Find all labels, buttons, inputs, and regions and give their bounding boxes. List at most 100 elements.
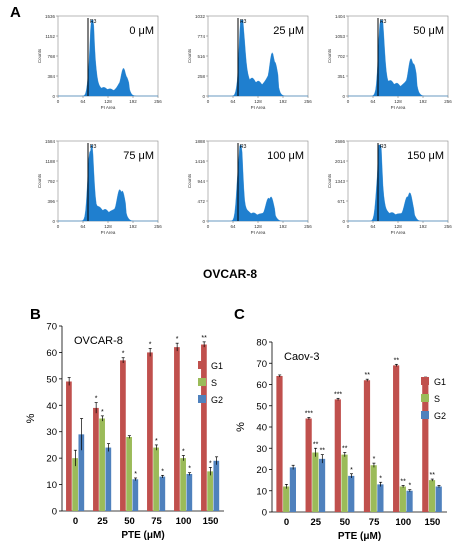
x-tick-label: 256 xyxy=(444,99,452,104)
histogram-fill xyxy=(348,19,448,97)
x-tick-label: 0 xyxy=(347,99,350,104)
x-tick-label: 0 xyxy=(57,224,60,229)
legend-swatch xyxy=(421,394,429,402)
bar xyxy=(422,378,429,512)
y-axis-label: % xyxy=(235,422,247,432)
y-tick-label: 50 xyxy=(256,401,267,412)
y-tick-label: 258 xyxy=(197,74,205,79)
histogram-caption: OVCAR-8 xyxy=(202,267,257,281)
x-tick-label: 50 xyxy=(124,516,135,527)
bar xyxy=(126,437,132,511)
y-tick-label: 10 xyxy=(46,480,57,491)
bar xyxy=(348,475,355,512)
y-tick-label: 0 xyxy=(342,219,345,224)
x-tick-label: 64 xyxy=(230,224,236,229)
significance-mark: ** xyxy=(342,446,348,453)
histogram-panel: 0 258 516 774 1032 0 64 128 192 256 PI Area Counts R… xyxy=(180,10,312,120)
y-tick-label: 944 xyxy=(197,179,205,184)
histogram-panel: 0 396 792 1188 1584 0 64 128 192 256 PI Area Counts… xyxy=(30,135,162,245)
legend-label: G1 xyxy=(434,377,446,387)
y-axis-label: Counts xyxy=(327,48,332,63)
significance-mark: * xyxy=(350,467,353,474)
y-tick-label: 774 xyxy=(197,34,205,39)
y-axis-label: Counts xyxy=(37,48,42,63)
significance-mark: ** xyxy=(313,441,319,448)
gate-label: R3 xyxy=(380,19,387,25)
bar xyxy=(180,458,186,511)
y-tick-label: 472 xyxy=(197,199,205,204)
x-tick-label: 0 xyxy=(347,224,350,229)
y-tick-label: 40 xyxy=(256,423,267,434)
y-tick-label: 1536 xyxy=(45,14,56,19)
gate-label: R3 xyxy=(380,144,387,150)
histogram-panel: 0 472 944 1416 1888 0 64 128 192 256 PI Area Counts… xyxy=(180,135,312,245)
x-tick-label: 128 xyxy=(254,99,262,104)
y-tick-label: 351 xyxy=(337,74,345,79)
y-tick-label: 0 xyxy=(52,507,57,518)
panel-label-a: A xyxy=(10,4,21,21)
x-tick-label: 128 xyxy=(394,99,402,104)
histogram-svg: 0 396 792 1188 1584 0 64 128 192 256 PI Area Counts… xyxy=(37,139,162,235)
x-tick-label: 192 xyxy=(279,99,287,104)
y-axis-label: Counts xyxy=(187,173,192,188)
significance-mark: * xyxy=(176,336,179,343)
bar xyxy=(213,460,220,511)
y-tick-label: 40 xyxy=(46,401,57,412)
y-tick-label: 70 xyxy=(46,322,57,333)
histogram-panel: 0 351 702 1053 1404 0 64 128 192 256 PI Area Counts… xyxy=(320,10,452,120)
x-tick-label: 64 xyxy=(230,99,236,104)
bar xyxy=(312,452,319,512)
y-tick-label: 60 xyxy=(256,380,267,391)
bar xyxy=(363,380,371,512)
bar-chart-ovcar8: 0 10 20 30 40 50 60 70% 0 25 * * 50 * * 75 * * * 100 * * * 150 *… xyxy=(20,320,230,550)
histogram-svg: 0 472 944 1416 1888 0 64 128 192 256 PI Area Counts… xyxy=(187,139,312,235)
histogram-fill xyxy=(348,144,448,222)
bar xyxy=(105,447,112,511)
significance-mark: * xyxy=(209,460,212,467)
bar xyxy=(186,474,193,511)
bar xyxy=(153,447,159,511)
chart-title: Caov-3 xyxy=(284,351,319,363)
significance-mark: * xyxy=(149,341,152,348)
legend-swatch xyxy=(198,378,206,386)
panel-label-b: B xyxy=(30,306,41,323)
gate-label: R3 xyxy=(240,144,247,150)
x-axis-label: PTE (μM) xyxy=(338,531,381,542)
y-tick-label: 10 xyxy=(256,486,267,497)
x-tick-label: 256 xyxy=(444,224,452,229)
x-tick-label: 256 xyxy=(154,224,162,229)
legend-swatch xyxy=(421,377,429,385)
x-tick-label: 75 xyxy=(369,517,380,528)
x-tick-label: 25 xyxy=(97,516,108,527)
y-tick-label: 792 xyxy=(47,179,55,184)
significance-mark: ** xyxy=(400,478,406,485)
significance-mark: * xyxy=(134,471,137,478)
bar xyxy=(399,486,406,512)
y-tick-label: 1152 xyxy=(45,34,55,39)
histogram-fill xyxy=(58,19,158,97)
legend-label: S xyxy=(211,378,217,388)
significance-mark: * xyxy=(408,483,411,490)
bar xyxy=(207,471,213,511)
bar xyxy=(132,479,139,511)
y-tick-label: 1053 xyxy=(335,34,346,39)
x-axis-label: PTE (μM) xyxy=(121,530,164,541)
legend-label: G2 xyxy=(434,411,446,421)
y-tick-label: 384 xyxy=(47,74,55,79)
y-tick-label: 1404 xyxy=(335,14,346,19)
x-tick-label: 0 xyxy=(73,516,78,527)
y-tick-label: 70 xyxy=(256,359,267,370)
legend-label: G1 xyxy=(211,361,223,371)
y-tick-label: 1584 xyxy=(45,139,56,144)
x-tick-label: 64 xyxy=(370,99,376,104)
x-tick-label: 192 xyxy=(279,224,287,229)
x-tick-label: 128 xyxy=(254,224,262,229)
y-axis-label: Counts xyxy=(327,173,332,188)
significance-mark: *** xyxy=(305,410,313,417)
bar xyxy=(305,418,312,512)
y-tick-label: 1343 xyxy=(335,179,346,184)
bar xyxy=(406,490,413,512)
y-tick-label: 60 xyxy=(46,348,57,359)
legend-label: S xyxy=(434,394,440,404)
